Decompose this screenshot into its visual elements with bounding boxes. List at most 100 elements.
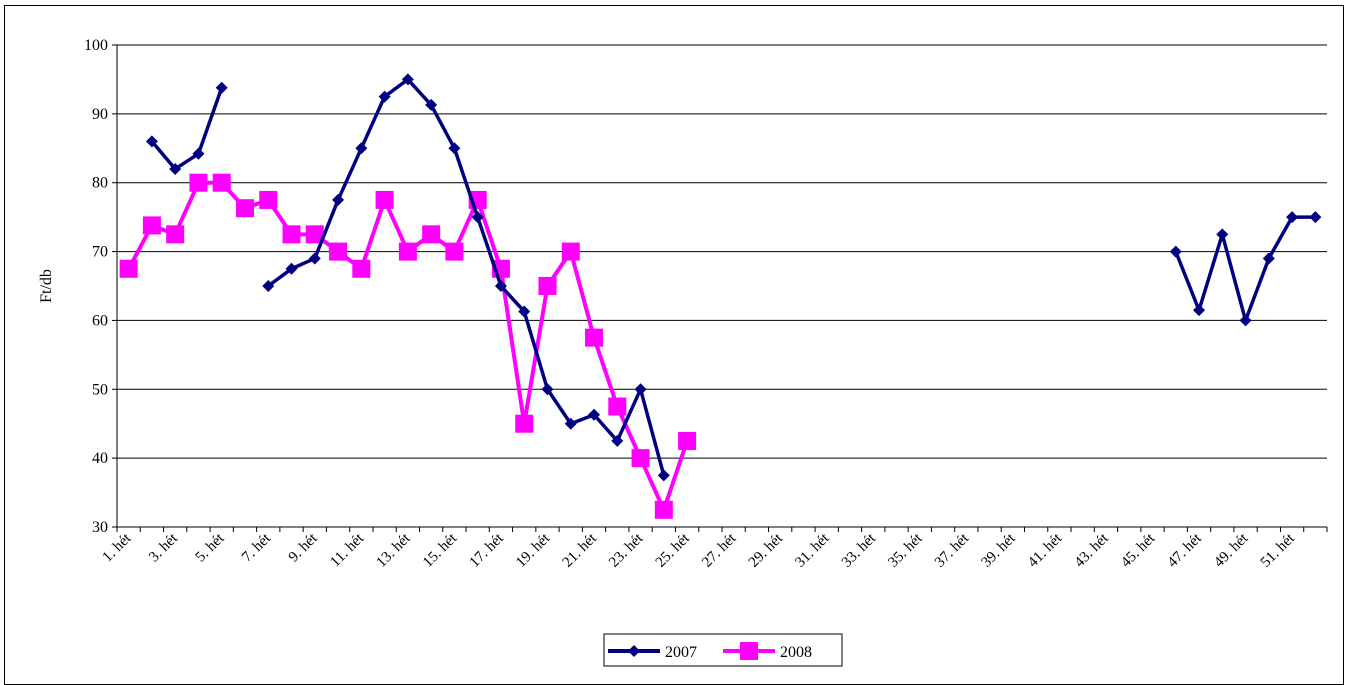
x-tick-label: 9. hét: [286, 530, 321, 565]
x-tick-label: 51. hét: [1258, 530, 1299, 571]
series-point: [308, 252, 321, 265]
series-point: [634, 383, 647, 396]
x-tick-label: 13. hét: [374, 530, 415, 571]
series-layer: [119, 73, 1322, 519]
series-point: [678, 431, 697, 450]
y-tick-label: 40: [92, 450, 108, 467]
x-tick-label: 11. hét: [327, 530, 367, 570]
series-point: [448, 142, 461, 155]
x-tick-label: 47. hét: [1165, 530, 1206, 571]
gridlines: [117, 44, 1327, 459]
series-point: [215, 81, 228, 94]
series-point: [631, 449, 650, 468]
series-point: [1216, 228, 1229, 241]
y-tick-label: 80: [92, 175, 108, 192]
series-point: [628, 645, 640, 657]
x-tick-label: 7. hét: [239, 530, 274, 565]
series-point: [398, 242, 417, 261]
series-point: [119, 259, 138, 278]
series-point: [1286, 211, 1299, 224]
series-point: [282, 225, 301, 244]
series-point: [657, 469, 670, 482]
series-point: [561, 242, 580, 261]
series-point: [375, 190, 394, 209]
x-tick-label: 31. hét: [792, 530, 833, 571]
series-point: [145, 135, 158, 148]
series-point: [378, 90, 391, 103]
series-point: [588, 408, 601, 421]
series-point: [1193, 304, 1206, 317]
series-point: [585, 328, 604, 347]
x-tick-label: 37. hét: [932, 530, 973, 571]
x-tick-label: 19. hét: [513, 530, 554, 571]
series-point: [1262, 252, 1275, 265]
x-tick-label: 17. hét: [467, 530, 508, 571]
series-point: [285, 262, 298, 275]
series-point: [192, 147, 205, 160]
legend-label: 2008: [780, 644, 812, 661]
series-point: [329, 242, 348, 261]
x-tick-label: 5. hét: [193, 530, 228, 565]
series-point: [212, 173, 231, 192]
y-tick-label: 100: [84, 37, 108, 54]
series-point: [425, 98, 438, 111]
series-point: [169, 162, 182, 175]
x-tick-label: 21. hét: [560, 530, 601, 571]
series-point: [445, 242, 464, 261]
series-point: [332, 193, 345, 206]
x-tick-label: 23. hét: [606, 530, 647, 571]
series-point: [515, 414, 534, 433]
y-tick-labels: 30 40 50 60 70 80 90 100: [84, 37, 108, 536]
series-point: [235, 199, 254, 218]
series-point: [422, 225, 441, 244]
y-tick-label: 50: [92, 381, 108, 398]
series-point: [541, 383, 554, 396]
x-tick-label: 41. hét: [1025, 530, 1066, 571]
legend: 2007 2008: [603, 633, 843, 667]
series-point: [352, 259, 371, 278]
series-point: [608, 397, 627, 416]
series-point: [538, 277, 557, 295]
y-axis-label: Ft/db: [38, 269, 55, 303]
x-tick-labels: 1. hét 3. hét 5. hét 7. hét 9. hét 11. hét 13.…: [100, 530, 1299, 571]
series-point: [166, 225, 185, 244]
axes: [112, 44, 1328, 532]
series-line: [267, 77, 666, 476]
x-tick-label: 49. hét: [1211, 530, 1252, 571]
x-tick-label: 35. hét: [885, 530, 926, 571]
series-point: [1239, 314, 1252, 327]
series-point: [494, 280, 507, 292]
x-tick-label: 29. hét: [746, 530, 787, 571]
series-point: [262, 280, 275, 292]
series-point: [189, 173, 208, 192]
x-tick-label: 3. hét: [146, 530, 181, 565]
series-point: [1309, 211, 1322, 224]
y-tick-label: 90: [92, 106, 108, 123]
series-line: [150, 87, 224, 171]
x-tick-label: 43. hét: [1072, 530, 1113, 571]
series-point: [1169, 245, 1182, 258]
series-2007: [145, 73, 1322, 482]
series-line: [126, 180, 689, 512]
series-point: [611, 434, 624, 447]
y-tick-label: 30: [92, 519, 108, 536]
series-2008: [119, 173, 697, 519]
series-line: [1174, 215, 1316, 323]
series-point: [259, 190, 278, 209]
x-tick-label: 27. hét: [699, 530, 740, 571]
series-point: [471, 211, 484, 224]
series-point: [401, 73, 414, 86]
series-point: [355, 142, 368, 155]
x-tick-label: 33. hét: [839, 530, 880, 571]
y-tick-label: 60: [92, 312, 108, 329]
series-point: [305, 225, 324, 244]
x-tick-label: 39. hét: [979, 530, 1020, 571]
x-tick-label: 15. hét: [420, 530, 461, 571]
x-tick-label: 45. hét: [1118, 530, 1159, 571]
series-point: [142, 216, 161, 235]
legend-label: 2007: [665, 644, 697, 661]
series-point: [564, 417, 577, 430]
x-tick-label: 25. hét: [653, 530, 694, 571]
series-point: [518, 305, 531, 318]
